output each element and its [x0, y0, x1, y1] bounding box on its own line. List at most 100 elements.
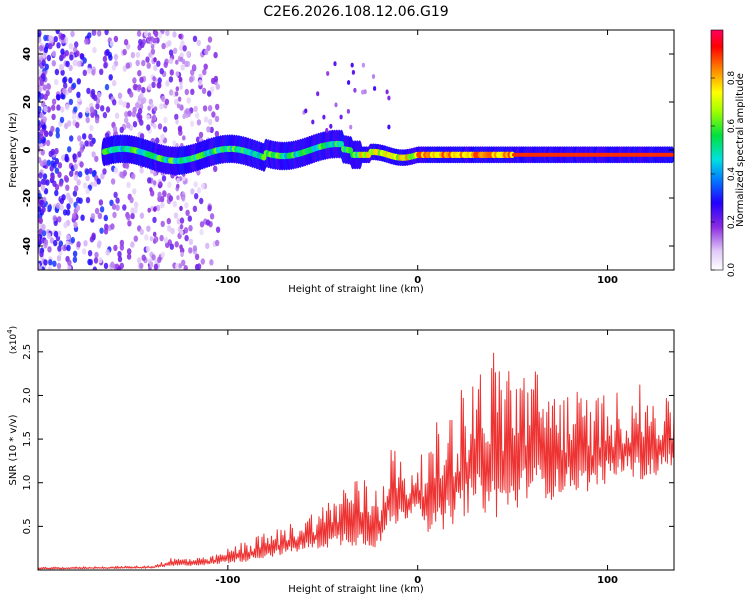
noise-cell	[118, 98, 123, 106]
noise-cell	[103, 62, 108, 69]
noise-cell	[43, 46, 49, 53]
noise-cell	[190, 69, 195, 76]
noise-cell	[112, 125, 118, 133]
noise-cell	[51, 50, 57, 57]
noise-cell	[66, 244, 71, 252]
noise-cell	[108, 74, 113, 81]
noise-cell	[39, 250, 44, 258]
noise-cell	[113, 167, 119, 174]
noise-cell	[45, 139, 51, 147]
noise-cell	[64, 155, 69, 163]
noise-cell	[192, 245, 198, 252]
noise-cell	[88, 167, 93, 175]
noise-cell	[68, 43, 74, 50]
noise-cell	[39, 133, 44, 141]
noise-cell	[61, 194, 66, 201]
noise-cell	[43, 239, 49, 246]
noise-cell	[68, 77, 73, 84]
noise-cell	[207, 36, 213, 43]
noise-cell	[133, 235, 138, 242]
noise-cell	[124, 111, 129, 118]
noise-cell	[60, 69, 65, 76]
noise-cell	[75, 50, 80, 57]
noise-cell	[153, 263, 159, 270]
noise-cell	[85, 116, 90, 124]
noise-cell	[82, 69, 88, 77]
noise-cell	[103, 228, 109, 235]
noise-cell	[72, 190, 78, 197]
noise-cell	[363, 89, 367, 95]
noise-cell	[139, 76, 144, 84]
noise-cell	[152, 180, 157, 186]
noise-cell	[194, 253, 200, 260]
noise-cell	[38, 180, 42, 188]
noise-cell	[54, 78, 59, 86]
noise-cell	[151, 115, 156, 121]
noise-cell	[165, 80, 170, 87]
noise-cell	[58, 180, 64, 187]
noise-cell	[206, 126, 211, 133]
noise-cell	[210, 77, 216, 85]
noise-cell	[45, 179, 50, 186]
noise-cell	[115, 204, 120, 211]
noise-cell	[100, 105, 105, 112]
noise-cell	[205, 219, 211, 226]
noise-cell	[132, 188, 137, 195]
spectrogram-x-tick-label: -100	[215, 275, 240, 286]
noise-cell	[304, 108, 308, 114]
noise-cell	[123, 39, 129, 46]
noise-cell	[159, 68, 164, 75]
noise-cell	[168, 57, 174, 65]
noise-cell	[181, 259, 186, 266]
spectrogram-y-label: Frequency (Hz)	[8, 112, 19, 188]
noise-cell	[174, 98, 179, 106]
noise-cell	[178, 263, 183, 269]
noise-cell	[178, 33, 182, 39]
noise-cell	[122, 101, 127, 108]
noise-cell	[73, 174, 79, 181]
noise-cell	[79, 146, 85, 153]
colorbar-label: Normalized spectral amplitude	[735, 73, 746, 227]
noise-cell	[79, 140, 84, 148]
noise-cell	[62, 209, 68, 216]
snr-scale-exponent: 4	[6, 329, 14, 334]
spectrogram-x-tick-label: 100	[597, 275, 618, 286]
noise-cell	[163, 237, 169, 244]
noise-cell	[43, 259, 48, 266]
noise-cell	[139, 262, 144, 270]
noise-cell	[68, 98, 74, 106]
noise-cell	[346, 109, 350, 114]
noise-cell	[151, 81, 156, 89]
noise-cell	[48, 35, 53, 42]
noise-cell	[137, 84, 142, 91]
noise-cell	[139, 228, 144, 236]
noise-cell	[78, 112, 83, 119]
noise-cell	[183, 265, 188, 270]
noise-cell	[54, 147, 59, 155]
noise-cell	[119, 244, 125, 251]
noise-cell	[214, 130, 220, 138]
noise-cell	[38, 234, 41, 242]
noise-cell	[122, 48, 127, 56]
snr-x-tick-label: -100	[215, 575, 240, 586]
noise-cell	[38, 106, 42, 113]
noise-cell	[104, 83, 110, 91]
noise-cell	[72, 250, 78, 257]
noise-cell	[182, 45, 187, 52]
noise-cell	[203, 116, 209, 123]
noise-cell	[188, 76, 194, 83]
noise-cell	[105, 106, 111, 113]
noise-cell	[129, 196, 134, 204]
noise-cell	[387, 95, 391, 101]
noise-cell	[89, 236, 95, 243]
noise-cell	[38, 86, 43, 93]
figure-title: C2E6.2026.108.12.06.G19	[263, 4, 448, 20]
noise-cell	[60, 33, 65, 41]
noise-cell	[160, 133, 165, 141]
noise-cell	[47, 246, 52, 253]
noise-cell	[141, 59, 146, 67]
noise-cell	[126, 122, 131, 129]
noise-cell	[56, 42, 61, 49]
noise-cell	[179, 52, 184, 59]
noise-cell	[182, 135, 186, 141]
